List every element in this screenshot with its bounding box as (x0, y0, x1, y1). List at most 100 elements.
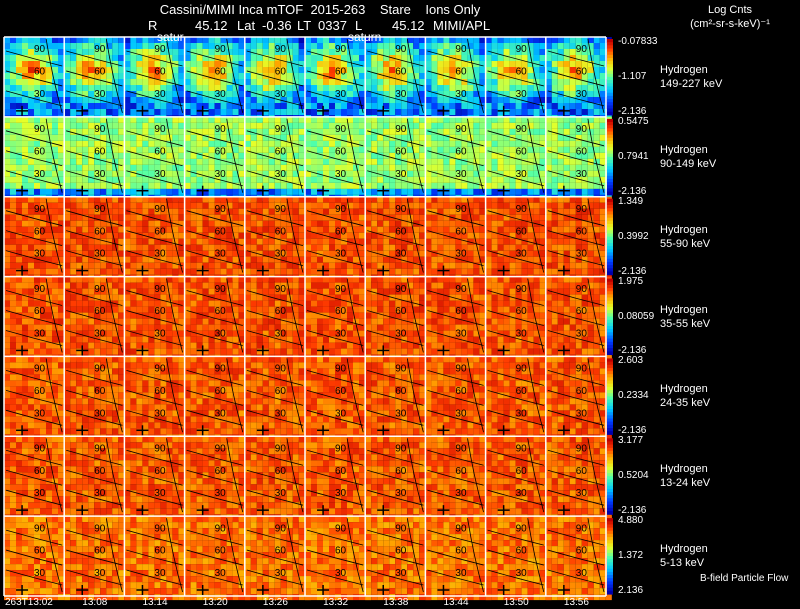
heat-cell (503, 43, 510, 49)
heat-cell (208, 109, 215, 115)
heat-cell (395, 220, 402, 227)
heat-cell (413, 226, 420, 233)
heat-cell (341, 262, 347, 269)
heat-cell (485, 256, 492, 263)
heat-cell (148, 164, 155, 171)
heat-cell (503, 158, 510, 165)
heat-cell (172, 232, 179, 239)
heat-cell (419, 208, 426, 215)
contour-line (246, 230, 304, 247)
heat-cell (515, 176, 522, 183)
heat-cell (545, 220, 552, 227)
heat-cell (437, 214, 444, 221)
heat-cell (82, 244, 89, 251)
heat-cell (479, 122, 486, 129)
heat-cell (323, 214, 329, 221)
heat-cell (262, 214, 269, 221)
heat-cell (52, 250, 58, 257)
heat-cell (124, 214, 131, 221)
heat-cell (184, 43, 191, 49)
heat-cell (593, 97, 600, 103)
heat-cell (88, 256, 95, 263)
heat-cell (305, 43, 311, 49)
heat-cell (587, 182, 594, 189)
heat-cell (280, 55, 287, 61)
heat-cell (473, 176, 480, 183)
heat-cell (569, 103, 576, 109)
contour-line (547, 250, 605, 266)
heat-cell (527, 196, 534, 203)
heat-cell (244, 250, 251, 257)
heat-cell (449, 158, 456, 165)
heat-cell (94, 122, 101, 129)
heat-cell (401, 55, 408, 61)
heat-cell (449, 202, 456, 209)
heat-cell (467, 79, 474, 85)
heat-cell (455, 226, 462, 233)
heat-cell (491, 109, 498, 115)
heat-cell (214, 244, 221, 251)
heat-cell (335, 256, 341, 263)
heat-cell (4, 152, 10, 159)
contour-line (487, 50, 544, 67)
heat-cell (22, 134, 28, 141)
heat-cell (88, 85, 95, 91)
colorbar-segment (607, 233, 613, 238)
heat-cell (443, 176, 450, 183)
heat-cell (160, 214, 167, 221)
heat-cell (238, 188, 245, 195)
heat-cell (569, 73, 576, 79)
contour-line (306, 230, 364, 247)
heat-cell (521, 43, 528, 49)
heat-cell (473, 91, 480, 97)
heat-cell (34, 238, 40, 245)
heat-cell (238, 97, 245, 103)
heat-cell (10, 140, 16, 147)
heat-cell (94, 85, 101, 91)
heat-cell (190, 49, 197, 55)
heat-cell (280, 262, 287, 269)
heat-cell (220, 109, 227, 115)
heat-cell (407, 61, 414, 67)
heat-cell (82, 37, 89, 43)
heat-cell (58, 238, 64, 245)
heat-cell (202, 91, 209, 97)
heat-cell (94, 146, 101, 153)
heat-cell (82, 196, 89, 203)
heat-cell (148, 170, 155, 177)
heat-cell (124, 152, 131, 159)
contour-line (306, 90, 364, 107)
heat-cell (220, 67, 227, 73)
heat-cell (256, 170, 263, 177)
heat-cell (22, 188, 28, 195)
heat-cell (413, 97, 420, 103)
heat-cell (16, 250, 22, 257)
heat-cell (305, 256, 311, 263)
heat-cell (575, 202, 582, 209)
heat-cell (262, 122, 269, 129)
heat-cell (563, 55, 570, 61)
contour-label: 30 (516, 169, 528, 180)
heat-cell (347, 91, 353, 97)
heat-cell (305, 73, 311, 79)
heat-cell (232, 244, 239, 251)
heat-cell (148, 37, 155, 43)
heat-cell (244, 152, 251, 159)
heat-cell (497, 268, 504, 275)
heat-cell (377, 220, 384, 227)
heat-cell (232, 226, 239, 233)
heat-cell (190, 146, 197, 153)
heat-cell (461, 73, 468, 79)
heat-cell (395, 268, 402, 275)
heat-cell (292, 238, 299, 245)
heat-cell (575, 262, 582, 269)
heat-cell (539, 128, 546, 135)
heat-cell (389, 188, 396, 195)
heat-cell (515, 103, 522, 109)
heat-cell (10, 109, 16, 115)
heat-cell (563, 122, 570, 129)
heat-cell (274, 182, 281, 189)
heat-cell (599, 37, 606, 43)
heat-cell (581, 116, 588, 123)
meridian-line (166, 198, 183, 273)
